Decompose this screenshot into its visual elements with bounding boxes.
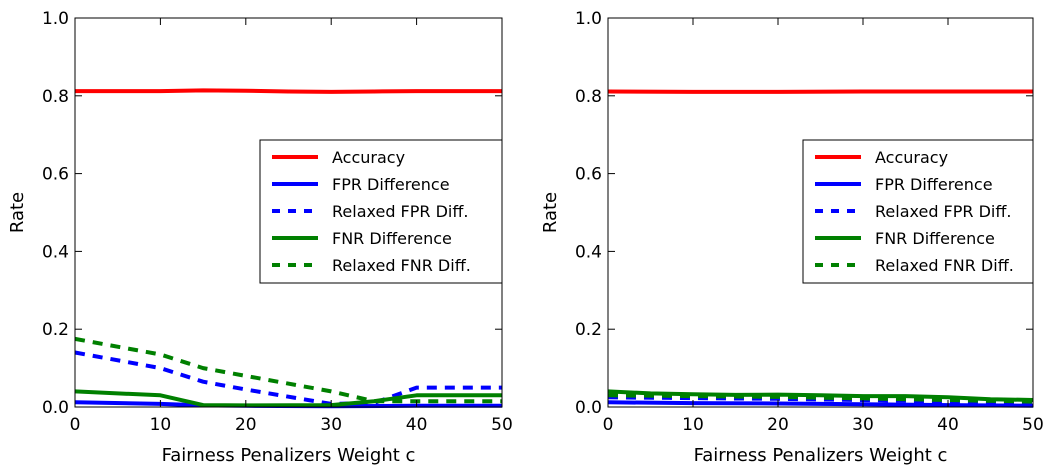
x-tick-label: 0 (70, 415, 81, 435)
legend-label: Relaxed FPR Diff. (332, 202, 468, 221)
y-tick-label: 0.6 (575, 165, 602, 185)
y-tick-label: 0.2 (42, 320, 69, 340)
chart-panel-1: 0 10 20 30 40 50 0.0 0.2 0.4 0.6 0.8 1.0 Fairness Pe… (7, 9, 513, 466)
x-tick-label: 30 (320, 415, 342, 435)
legend-label: FPR Difference (875, 175, 993, 194)
legend-label: Accuracy (332, 148, 405, 167)
y-tick-label: 1.0 (42, 9, 69, 29)
series-line-relaxed-fnr-diff (75, 339, 502, 401)
y-tick-label: 0.4 (42, 242, 69, 262)
x-tick-label: 40 (406, 415, 428, 435)
y-tick-label: 0.8 (42, 87, 69, 107)
x-tick-label: 10 (150, 415, 172, 435)
x-axis-label: Fairness Penalizers Weight c (694, 445, 948, 466)
legend-label: FNR Difference (332, 229, 452, 248)
x-tick-label: 0 (603, 415, 614, 435)
y-tick-label: 0.8 (575, 87, 602, 107)
y-axis-label: Rate (540, 192, 561, 233)
legend-label: Accuracy (875, 148, 948, 167)
y-tick-label: 0.2 (575, 320, 602, 340)
legend-label: Relaxed FPR Diff. (875, 202, 1011, 221)
x-tick-label: 20 (767, 415, 789, 435)
chart-panel-2: 0 10 20 30 40 50 0.0 0.2 0.4 0.6 0.8 1.0 Fairness Pe… (540, 9, 1044, 466)
x-tick-label: 50 (491, 415, 513, 435)
legend: Accuracy FPR Difference Relaxed FPR Diff. F… (260, 140, 502, 283)
x-tick-label: 50 (1022, 415, 1044, 435)
legend-label: FNR Difference (875, 229, 995, 248)
legend: Accuracy FPR Difference Relaxed FPR Diff. F… (803, 140, 1033, 283)
y-axis-label: Rate (7, 192, 28, 233)
y-tick-label: 0.0 (575, 398, 602, 418)
y-tick-label: 0.4 (575, 242, 602, 262)
y-tick-label: 1.0 (575, 9, 602, 29)
series-line-accuracy (75, 90, 502, 92)
legend-label: Relaxed FNR Diff. (332, 256, 471, 275)
x-tick-label: 40 (937, 415, 959, 435)
x-tick-label: 30 (852, 415, 874, 435)
x-axis-label: Fairness Penalizers Weight c (162, 445, 416, 466)
x-tick-label: 20 (235, 415, 257, 435)
y-tick-label: 0.6 (42, 165, 69, 185)
legend-label: FPR Difference (332, 175, 450, 194)
y-tick-label: 0.0 (42, 398, 69, 418)
x-tick-label: 10 (682, 415, 704, 435)
legend-label: Relaxed FNR Diff. (875, 256, 1014, 275)
